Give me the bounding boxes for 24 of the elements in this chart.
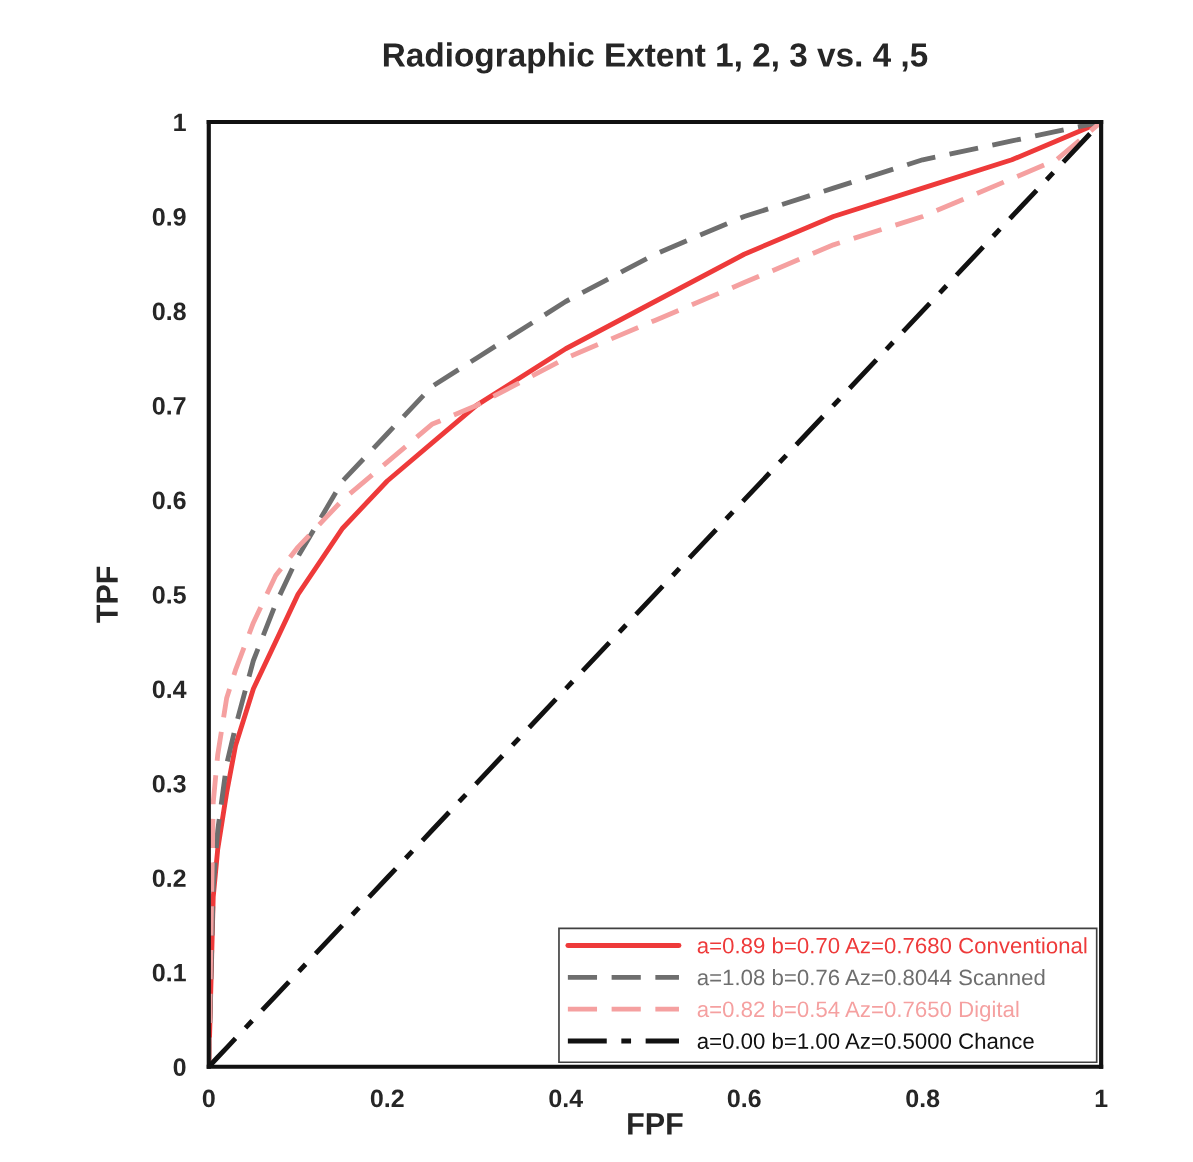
x-tick-label: 0.2: [370, 1089, 404, 1108]
x-tick-label: 0.4: [549, 1089, 583, 1108]
text: a=0.82 b=0.54 Az=0.7650 Digital: [697, 1000, 1019, 1022]
text: a=0.00 b=1.00 Az=0.5000 Chance: [697, 1032, 1034, 1049]
y-tick-label: 0.1: [152, 963, 186, 982]
x-tick-label: 0: [202, 1089, 215, 1108]
y-axis-title: TPF: [96, 566, 118, 623]
y-tick-label: 0.7: [152, 397, 186, 415]
chart-title: Radiographic Extent 1, 2, 3 vs. 4 ,5: [383, 42, 928, 74]
y-tick-label: 0: [173, 1058, 186, 1077]
y-tick-label: 0.9: [152, 208, 186, 226]
y-tick-label: 0.6: [152, 491, 186, 510]
x-tick-label: 1: [1095, 1089, 1108, 1108]
text: a=0.89 b=0.70 Az=0.7680 Conventional: [697, 937, 1087, 954]
x-tick-label: 0.8: [906, 1089, 940, 1108]
y-tick-label: 0.8: [152, 302, 186, 321]
y-tick-label: 0.5: [152, 585, 186, 604]
y-tick-label: 0.2: [152, 869, 186, 888]
y-tick-label: 0.4: [152, 680, 187, 699]
y-tick-label: 1: [174, 113, 186, 132]
text: a=1.08 b=0.76 Az=0.8044 Scanned: [697, 969, 1045, 986]
y-tick-label: 0.3: [152, 774, 186, 793]
x-tick-label: 0.6: [727, 1089, 761, 1108]
x-axis-title: FPF: [628, 1113, 683, 1135]
